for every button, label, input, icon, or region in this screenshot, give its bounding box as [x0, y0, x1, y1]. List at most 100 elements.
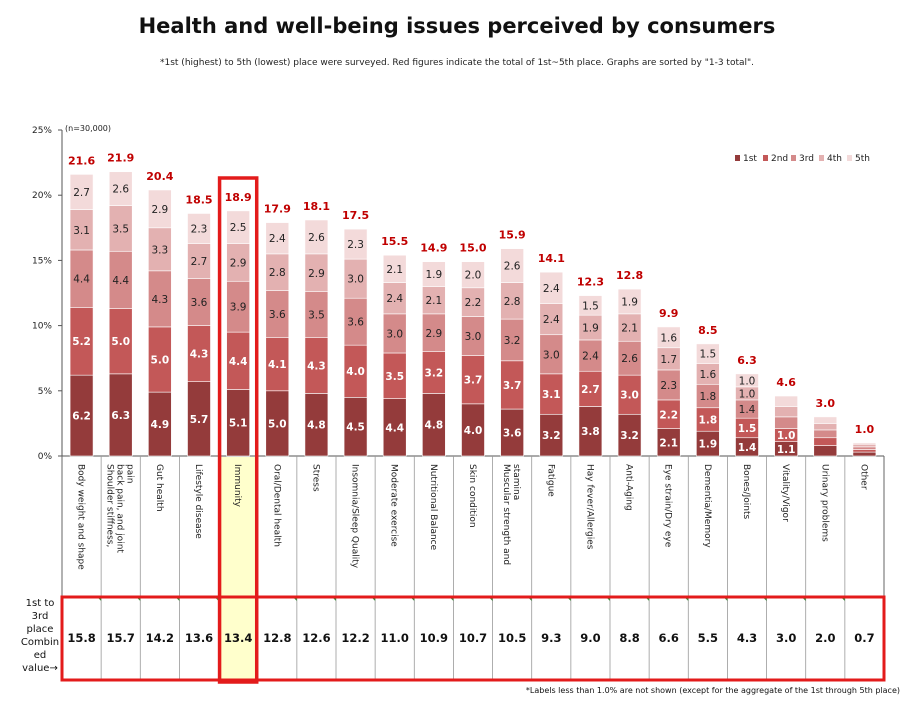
bar-segment-5th — [539, 271, 564, 304]
segment-data-label: 3.8 — [581, 426, 600, 438]
legend-swatch — [735, 155, 740, 161]
total-data-label: 21.9 — [107, 152, 134, 165]
top3-row-frame — [60, 595, 886, 682]
segment-data-label: 2.9 — [308, 268, 325, 280]
category-label: Nutritional Balance — [428, 464, 438, 551]
segment-data-label: 5.0 — [268, 418, 287, 430]
category-label: Hay fever/Allergies — [584, 464, 594, 550]
category-label: Shoulder stiffness, — [105, 464, 115, 547]
category-label: pain — [125, 464, 135, 483]
category-label: Vitality/Vigor — [780, 464, 790, 522]
bar-segment-1st — [852, 451, 877, 457]
chart-subtitle: *1st (highest) to 5th (lowest) place wer… — [160, 58, 754, 68]
segment-data-label: 3.0 — [386, 328, 403, 340]
total-data-label: 1.0 — [855, 423, 875, 436]
category-label: Immunity — [232, 464, 242, 508]
category-label: Other — [858, 464, 868, 490]
segment-data-label: 6.2 — [72, 411, 91, 423]
total-data-label: 15.0 — [459, 242, 486, 255]
total-data-label: 12.8 — [616, 269, 643, 282]
footnote: *Labels less than 1.0% are not shown (ex… — [525, 686, 900, 695]
bar-segment-2nd — [813, 437, 838, 446]
segment-data-label: 3.7 — [464, 375, 483, 387]
segment-data-label: 2.1 — [621, 323, 638, 335]
category-label: Eye strain/Dry eye — [663, 464, 673, 548]
category-label: Urinary problems — [819, 464, 829, 542]
segment-data-label: 1.0 — [739, 388, 756, 400]
segment-data-label: 2.7 — [73, 187, 90, 199]
total-data-label: 18.1 — [303, 200, 330, 213]
segment-data-label: 1.5 — [738, 423, 757, 435]
segment-data-label: 3.0 — [543, 349, 560, 361]
segment-data-label: 1.6 — [700, 369, 717, 381]
segment-data-label: 1.7 — [660, 354, 677, 366]
segment-data-label: 5.0 — [151, 355, 170, 367]
segment-data-label: 3.5 — [385, 371, 404, 383]
segment-data-label: 1.5 — [582, 300, 599, 312]
top3-value-cell: 12.2 — [341, 631, 369, 645]
segment-data-label: 6.3 — [111, 410, 130, 422]
bar-segment-2nd — [852, 449, 877, 453]
total-data-label: 4.6 — [776, 376, 796, 389]
category-label: Dementia/Memory — [702, 464, 712, 548]
y-tick-label: 0% — [38, 452, 53, 462]
top3-value-cell: 11.0 — [381, 631, 409, 645]
top3-value-cell: 8.8 — [619, 631, 639, 645]
segment-data-label: 2.3 — [191, 223, 208, 235]
bar-segment-4th — [774, 406, 798, 418]
segment-data-label: 1.8 — [699, 414, 718, 426]
segment-data-label: 2.4 — [386, 293, 403, 305]
segment-data-label: 2.5 — [230, 222, 247, 234]
segment-data-label: 4.4 — [229, 356, 248, 368]
legend-swatch — [791, 155, 796, 161]
segment-data-label: 4.4 — [385, 422, 404, 434]
bar-segment-3rd — [813, 429, 838, 439]
segment-data-label: 2.3 — [660, 380, 677, 392]
segment-data-label: 2.9 — [230, 257, 247, 269]
segment-data-label: 3.9 — [230, 302, 247, 314]
segment-data-label: 3.5 — [308, 310, 325, 322]
segment-data-label: 4.3 — [190, 349, 209, 361]
segment-data-label: 2.4 — [269, 233, 286, 245]
bar-segment-5th — [343, 228, 368, 260]
segment-data-label: 3.6 — [269, 309, 286, 321]
segment-data-label: 2.9 — [426, 328, 443, 340]
segment-data-label: 2.8 — [269, 267, 286, 279]
total-data-label: 14.9 — [420, 242, 447, 255]
bar-segment-5th — [735, 373, 759, 388]
category-label: Oral/Dental health — [271, 464, 281, 547]
total-data-label: 14.1 — [538, 252, 565, 265]
total-data-label: 18.9 — [225, 191, 252, 204]
y-tick-label: 25% — [32, 126, 52, 136]
segment-data-label: 2.4 — [582, 351, 599, 363]
segment-data-label: 4.4 — [73, 274, 90, 286]
segment-data-label: 5.7 — [190, 414, 209, 426]
category-label: Insomnia/Sleep Quality — [350, 464, 360, 569]
segment-data-label: 4.0 — [346, 366, 365, 378]
category-label: Muscular strength and — [501, 464, 511, 565]
segment-data-label: 3.0 — [620, 390, 639, 402]
bar-segment-5th — [69, 174, 94, 210]
top3-value-cell: 10.5 — [498, 631, 526, 645]
category-label: stamina — [511, 464, 521, 500]
segment-data-label: 5.0 — [111, 336, 130, 348]
segment-data-label: 2.7 — [191, 256, 208, 268]
bar-segment-4th — [852, 443, 877, 448]
bar-segment-5th — [578, 295, 603, 316]
legend-label: 5th — [855, 154, 870, 164]
highlight-fill — [220, 598, 256, 682]
segment-data-label: 4.4 — [112, 275, 129, 287]
segment-data-label: 3.0 — [465, 331, 482, 343]
legend-swatch — [763, 155, 768, 161]
category-label: Bones/Joints — [741, 464, 751, 520]
segment-data-label: 1.4 — [738, 442, 757, 454]
segment-data-label: 2.1 — [426, 295, 443, 307]
segment-data-label: 4.3 — [307, 360, 326, 372]
segment-data-label: 2.6 — [112, 184, 129, 196]
segment-data-label: 3.6 — [191, 297, 208, 309]
category-label: Gut health — [154, 464, 164, 512]
top3-row-label: place — [27, 624, 54, 635]
segment-data-label: 4.1 — [268, 359, 287, 371]
segment-data-label: 1.9 — [621, 296, 638, 308]
category-label: Fatigue — [545, 464, 555, 497]
